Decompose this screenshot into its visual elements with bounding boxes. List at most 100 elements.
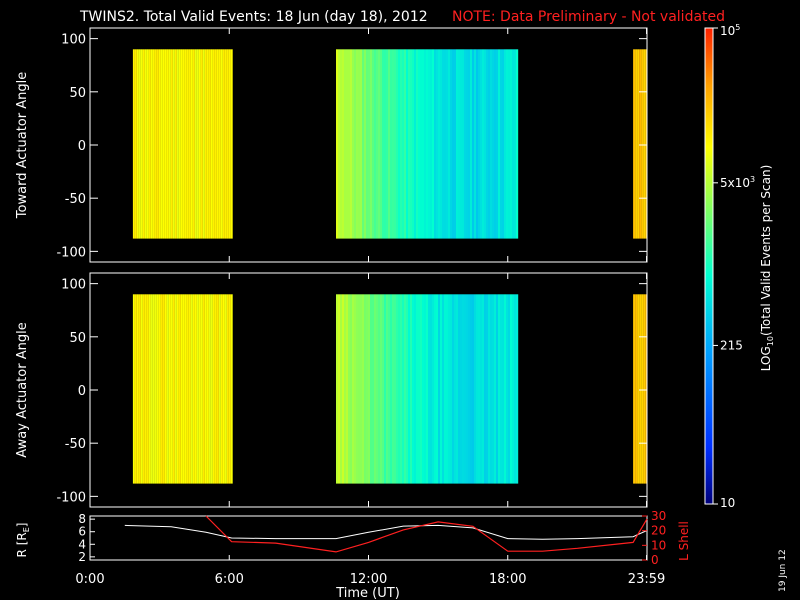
heatmap-column [426, 49, 428, 239]
heatmap-column [633, 294, 636, 484]
heatmap-column [364, 294, 366, 484]
heatmap-column [216, 49, 219, 239]
heatmap-column [350, 49, 352, 239]
heatmap-column [478, 294, 480, 484]
ytick-label: -100 [56, 490, 86, 505]
orbit-y2label: L Shell [677, 521, 691, 561]
heatmap-column [200, 49, 203, 239]
heatmap-column [190, 49, 193, 239]
heatmap-column [510, 294, 512, 484]
heatmap-column [641, 294, 644, 484]
colorbar-frame [704, 27, 714, 505]
ytick-label: 0 [78, 139, 86, 154]
l-shell-series-line [205, 515, 648, 553]
heatmap-column [180, 294, 183, 484]
heatmap-column [466, 49, 468, 239]
heatmap-column [226, 294, 229, 484]
heatmap-column [224, 294, 227, 484]
ytick-label: -50 [65, 192, 86, 207]
heatmap-column [444, 294, 446, 484]
ytick-label: 50 [69, 86, 86, 101]
heatmap-column [428, 294, 430, 484]
heatmap-column [356, 49, 358, 239]
heatmap-column [344, 49, 346, 239]
toward-actuator-panel: 100 50 0 -50 -100 [56, 27, 648, 263]
heatmap-column [192, 294, 195, 484]
heatmap-column [452, 294, 454, 484]
time-xtick-label: 12:00 [350, 572, 387, 587]
heatmap-column [645, 49, 647, 239]
heatmap-column [512, 49, 514, 239]
heatmap-column [498, 294, 500, 484]
heatmap-column [138, 294, 141, 484]
heatmap-column [142, 294, 145, 484]
heatmap-column [498, 49, 500, 239]
heatmap-column [400, 294, 402, 484]
heatmap-column [492, 49, 494, 239]
heatmap-column [170, 294, 173, 484]
heatmap-column [162, 49, 165, 239]
heatmap-column [444, 49, 446, 239]
time-xtick-label: 6:00 [215, 572, 244, 587]
heatmap-column [406, 294, 408, 484]
heatmap-column [410, 294, 412, 484]
heatmap-column [438, 49, 440, 239]
time-xtick-label: 0:00 [75, 572, 104, 587]
away-actuator-panel: 100 50 0 -50 -100 [56, 272, 648, 508]
heatmap-column [639, 294, 642, 484]
orbit-ytick-label: 6 [78, 525, 86, 539]
heatmap-column [368, 294, 370, 484]
heatmap-column [228, 294, 231, 484]
orbit-y2tick-label: 30 [651, 509, 666, 523]
heatmap-column [358, 294, 360, 484]
heatmap-column [202, 49, 205, 239]
heatmap-column [476, 294, 478, 484]
heatmap-column [230, 49, 233, 239]
heatmap-column [158, 49, 161, 239]
heatmap-column [635, 49, 638, 239]
time-xtick-label: 23:59 [628, 572, 665, 587]
heatmap-column [386, 49, 388, 239]
heatmap-column [354, 294, 356, 484]
heatmap-column [514, 49, 516, 239]
heatmap-column [400, 49, 402, 239]
heatmap-column [412, 49, 414, 239]
heatmap-column [470, 49, 472, 239]
heatmap-column [456, 294, 458, 484]
heatmap-column [390, 49, 392, 239]
heatmap-column [496, 49, 498, 239]
heatmap-column [440, 294, 442, 484]
heatmap-column [190, 294, 193, 484]
orbit-ytick-label: 2 [78, 550, 86, 564]
ytick-label: -100 [56, 245, 86, 260]
heatmap-column [150, 294, 153, 484]
orbit-ytick-label: 4 [78, 537, 86, 551]
heatmap-column [196, 49, 199, 239]
heatmap-column [148, 49, 151, 239]
heatmap-column [134, 294, 137, 484]
heatmap-column [178, 49, 181, 239]
heatmap-column [438, 294, 440, 484]
heatmap-column [442, 294, 444, 484]
heatmap-column [398, 49, 400, 239]
heatmap-column [635, 294, 638, 484]
heatmap-column [422, 49, 424, 239]
heatmap-column [482, 49, 484, 239]
heatmap-column [424, 294, 426, 484]
heatmap-column [639, 49, 642, 239]
heatmap-column [138, 49, 141, 239]
heatmap-column [512, 294, 514, 484]
heatmap-column [164, 49, 167, 239]
heatmap-column [168, 294, 171, 484]
heatmap-column [382, 294, 384, 484]
heatmap-column [643, 294, 646, 484]
heatmap-column [366, 294, 368, 484]
heatmap-column [398, 294, 400, 484]
heatmap-column [194, 294, 197, 484]
heatmap-column [140, 294, 143, 484]
heatmap-column [494, 294, 496, 484]
heatmap-column [496, 294, 498, 484]
heatmap-column [368, 49, 370, 239]
heatmap-column [446, 294, 448, 484]
